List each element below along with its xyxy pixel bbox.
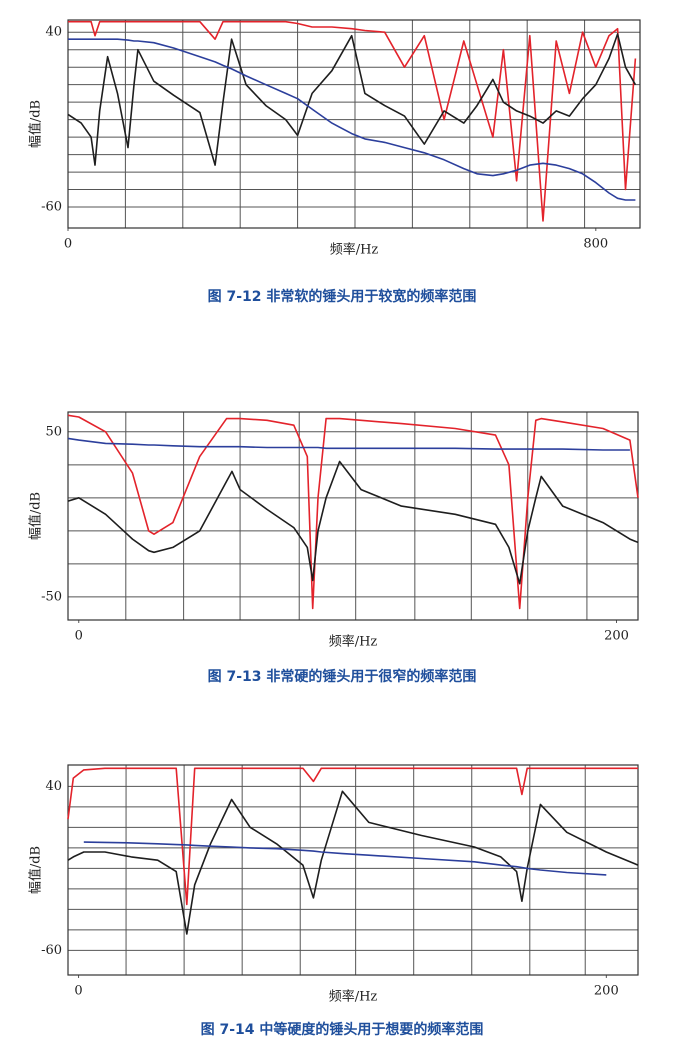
response-line [67, 414, 639, 610]
x-axis-label: 频率/Hz [329, 989, 378, 1005]
x-tick-label: 200 [594, 984, 619, 999]
figure-caption: 图 7-14 中等硬度的锤头用于想要的频率范围 [201, 1021, 484, 1038]
response-line [68, 38, 636, 201]
figure-caption: 图 7-13 非常硬的锤头用于很窄的频率范围 [208, 668, 477, 685]
x-tick-label: 200 [604, 629, 629, 644]
y-axis-label: 幅值/dB [28, 492, 44, 540]
y-tick-label: 40 [45, 25, 62, 40]
response-line [67, 790, 639, 935]
y-tick-label: -60 [41, 943, 62, 958]
y-tick-label: 40 [45, 779, 62, 794]
x-tick-label: 0 [74, 984, 82, 999]
plot-frame [67, 411, 639, 621]
x-tick-label: 800 [583, 237, 608, 252]
response-line [67, 437, 630, 451]
x-tick-label: 0 [75, 629, 83, 644]
plot-frame [67, 764, 639, 976]
y-tick-label: -50 [41, 589, 62, 604]
response-line [68, 20, 637, 222]
x-axis-label: 频率/Hz [329, 634, 378, 650]
plot-frame [67, 19, 641, 229]
response-line [67, 33, 637, 166]
y-axis-label: 幅值/dB [28, 100, 44, 148]
x-tick-label: 0 [64, 237, 72, 252]
x-axis-label: 频率/Hz [330, 242, 379, 258]
y-tick-label: -60 [41, 200, 62, 215]
y-axis-label: 幅值/dB [28, 846, 44, 894]
y-tick-label: 50 [45, 424, 62, 439]
response-line [67, 767, 638, 906]
response-line [67, 460, 639, 585]
figure-caption: 图 7-12 非常软的锤头用于较宽的频率范围 [208, 288, 477, 305]
response-line [83, 841, 607, 876]
